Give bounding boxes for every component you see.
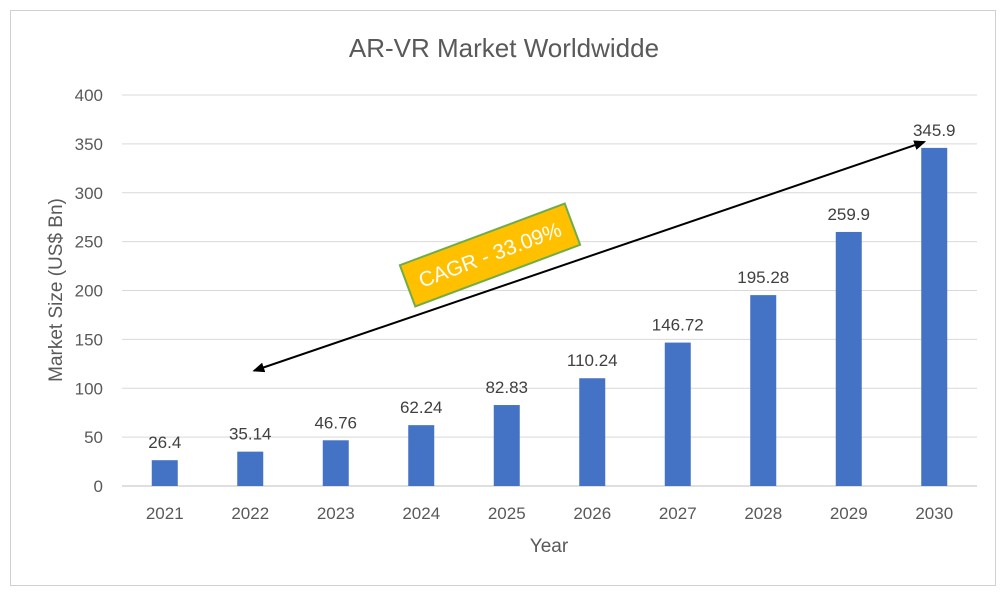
x-tick-label: 2027	[659, 504, 697, 523]
bar	[322, 440, 349, 486]
data-label: 345.9	[913, 121, 956, 140]
y-tick-label: 200	[75, 282, 103, 301]
cagr-arrow	[252, 140, 927, 373]
y-tick-label: 350	[75, 135, 103, 154]
data-label: 259.9	[827, 205, 870, 224]
x-tick-label: 2030	[915, 504, 953, 523]
x-axis-title: Year	[530, 536, 569, 557]
x-tick-label: 2028	[744, 504, 782, 523]
y-tick-label: 300	[75, 184, 103, 203]
y-tick-label: 100	[75, 379, 103, 398]
x-tick-label: 2026	[573, 504, 611, 523]
bar	[835, 231, 862, 486]
data-label: 110.24	[567, 351, 618, 370]
data-label: 62.24	[400, 398, 443, 417]
bar	[408, 425, 435, 486]
x-tick-label: 2022	[231, 504, 269, 523]
bar	[237, 451, 264, 486]
y-tick-label: 400	[75, 86, 103, 105]
y-tick-label: 50	[84, 428, 103, 447]
y-axis-title: Market Size (US$ Bn)	[46, 198, 67, 382]
cagr-box-shape	[398, 202, 582, 308]
data-labels: 26.4 35.14 46.76 62.24 82.83 110.24 146.72 195.…	[148, 121, 955, 452]
bar	[664, 342, 691, 486]
x-tick-label: 2029	[830, 504, 868, 523]
x-tick-label: 2021	[146, 504, 184, 523]
data-label: 26.4	[148, 433, 181, 452]
data-label: 82.83	[485, 378, 528, 397]
bar	[921, 147, 948, 486]
data-label: 195.28	[737, 268, 789, 287]
x-tick-label: 2024	[402, 504, 440, 523]
chart-title: AR-VR Market Worldwidde	[349, 33, 659, 63]
bar	[151, 460, 178, 486]
bar	[750, 295, 777, 486]
x-tick-label: 2025	[488, 504, 526, 523]
y-tick-label: 250	[75, 233, 103, 252]
y-tick-label: 0	[94, 477, 103, 496]
bar	[579, 378, 606, 486]
data-label: 35.14	[229, 425, 272, 444]
data-label: 46.76	[314, 413, 357, 432]
x-tick-label: 2023	[317, 504, 355, 523]
x-axis-ticks: 2021 2022 2023 2024 2025 2026 2027 2028 2029 2030	[146, 504, 953, 523]
y-tick-label: 150	[75, 330, 103, 349]
bar	[493, 405, 520, 486]
y-axis-ticks: 0 50 100 150 200 250 300 350 400	[75, 86, 103, 496]
data-label: 146.72	[652, 316, 704, 335]
